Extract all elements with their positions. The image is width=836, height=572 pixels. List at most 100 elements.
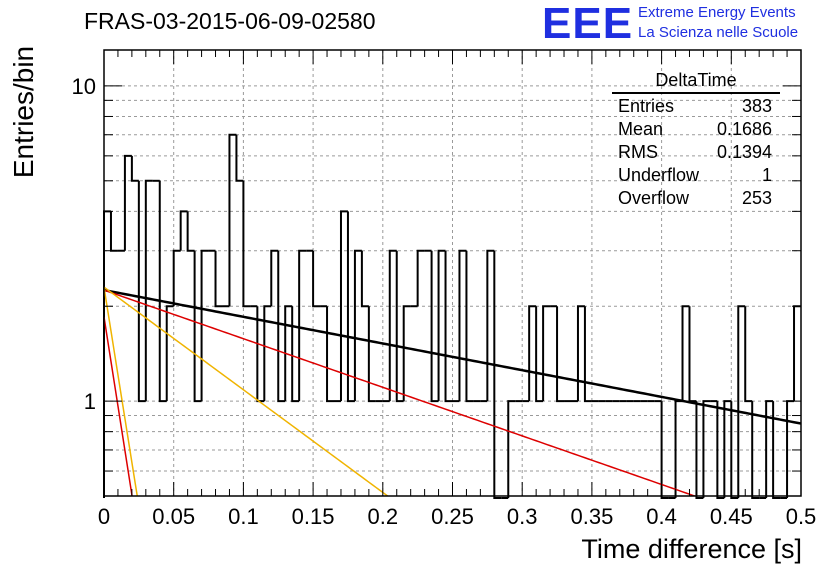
histogram-bin bbox=[235, 134, 244, 182]
histogram-bin bbox=[353, 249, 362, 402]
y-axis-label: Entries/bin bbox=[8, 45, 39, 179]
y-tick-label: 10 bbox=[72, 74, 96, 99]
histogram-bin bbox=[535, 306, 544, 403]
fit-curve bbox=[104, 316, 133, 496]
histogram-bin bbox=[395, 250, 404, 403]
stats-row-rms: RMS 0.1394 bbox=[612, 141, 780, 164]
x-tick-label: 0.1 bbox=[228, 504, 259, 529]
histogram-bin bbox=[528, 305, 537, 402]
histogram-bin bbox=[388, 249, 397, 402]
stats-value: 383 bbox=[741, 96, 772, 116]
x-tick-labels: 0 0.05 0.1 0.15 0.2 0.25 0.3 0.35 0.4 0.45 0.5 bbox=[98, 504, 816, 529]
histogram-bin bbox=[270, 249, 279, 307]
x-tick-label: 0.2 bbox=[368, 504, 399, 529]
histogram-bin bbox=[542, 305, 551, 402]
histogram-bin bbox=[765, 400, 774, 498]
histogram-bin bbox=[556, 306, 565, 403]
x-tick-label: 0.3 bbox=[507, 504, 538, 529]
histogram-bin bbox=[688, 306, 697, 403]
x-axis-label: Time difference [s] bbox=[581, 534, 802, 564]
histogram-bin bbox=[660, 401, 669, 499]
stats-label: RMS bbox=[618, 142, 658, 162]
fit-curve bbox=[104, 289, 697, 496]
histogram-bin bbox=[109, 211, 118, 252]
histogram-bin bbox=[737, 305, 746, 498]
x-tick-label: 0.25 bbox=[431, 504, 474, 529]
histogram-bin bbox=[263, 305, 272, 402]
histogram-bin bbox=[228, 133, 237, 307]
histogram-bin bbox=[284, 305, 293, 402]
histogram-bin bbox=[360, 250, 369, 308]
stats-value: 1 bbox=[761, 165, 772, 185]
histogram-bin bbox=[772, 401, 781, 499]
histogram-bin bbox=[165, 305, 174, 402]
histogram-bin bbox=[458, 249, 467, 402]
histogram-bin bbox=[179, 210, 188, 251]
x-tick-label: 0.5 bbox=[786, 504, 817, 529]
histogram-bin bbox=[416, 249, 425, 307]
logo-line-1: Extreme Energy Events bbox=[638, 4, 796, 21]
histogram-bin bbox=[744, 306, 753, 403]
stats-label: Entries bbox=[618, 96, 675, 116]
stats-label: Underflow bbox=[618, 165, 700, 185]
histogram-bin bbox=[200, 249, 209, 402]
histogram-bin bbox=[123, 154, 132, 251]
x-tick-label: 0.05 bbox=[152, 504, 195, 529]
stats-value: 0.1394 bbox=[716, 142, 772, 162]
stats-title: DeltaTime bbox=[612, 70, 780, 94]
stats-label: Overflow bbox=[618, 188, 690, 208]
histogram-bin bbox=[339, 210, 348, 402]
stats-row-overflow: Overflow 253 bbox=[612, 187, 780, 210]
histogram-bin bbox=[716, 401, 725, 499]
histogram-bin bbox=[291, 306, 300, 403]
axes bbox=[103, 49, 802, 497]
stats-row-mean: Mean 0.1686 bbox=[612, 118, 780, 141]
histogram-bin bbox=[702, 400, 711, 498]
fit-curves bbox=[104, 286, 801, 496]
histogram-bin bbox=[214, 250, 223, 308]
histogram-bin bbox=[465, 250, 474, 403]
histogram-bin bbox=[137, 180, 146, 403]
histogram-bin bbox=[367, 306, 376, 403]
histogram-bin bbox=[486, 249, 495, 402]
stats-label: Mean bbox=[618, 119, 664, 139]
stats-value: 0.1686 bbox=[716, 119, 772, 139]
logo-line-2: La Scienza nelle Scuole bbox=[638, 24, 799, 41]
stats-value: 253 bbox=[741, 188, 772, 208]
x-tick-label: 0 bbox=[98, 504, 110, 529]
histogram-bin bbox=[172, 249, 181, 307]
histogram-bin bbox=[402, 305, 411, 402]
histogram-bin bbox=[793, 305, 801, 402]
histogram-bin bbox=[695, 401, 704, 499]
histogram-bin bbox=[681, 305, 690, 402]
fit-curve bbox=[104, 286, 139, 496]
fit-curve bbox=[104, 288, 801, 425]
histogram-bin bbox=[430, 250, 439, 403]
histogram-bin bbox=[186, 211, 195, 252]
histogram-bin bbox=[493, 250, 502, 499]
histogram-bin bbox=[576, 305, 585, 402]
histogram-bin bbox=[277, 250, 286, 403]
histogram-bin bbox=[158, 180, 167, 403]
histogram-bin bbox=[730, 401, 739, 499]
histogram-bin bbox=[242, 180, 251, 308]
fit-curve bbox=[104, 286, 389, 496]
histogram-bin bbox=[256, 306, 265, 403]
x-tick-label: 0.4 bbox=[646, 504, 677, 529]
histogram-bin bbox=[326, 306, 335, 403]
histogram-bin bbox=[346, 211, 355, 403]
histogram-bin bbox=[298, 249, 307, 402]
stats-row-entries: Entries 383 bbox=[612, 95, 780, 118]
histogram-bin bbox=[193, 250, 202, 403]
histogram-bin bbox=[130, 155, 139, 182]
histogram-bin bbox=[751, 401, 760, 499]
eee-logo: EEE bbox=[542, 0, 634, 48]
histogram-bin bbox=[144, 179, 153, 402]
histogram-bin bbox=[723, 400, 732, 498]
x-tick-label: 0.15 bbox=[292, 504, 335, 529]
y-tick-labels: 1 10 bbox=[72, 74, 96, 414]
histogram-bin bbox=[437, 249, 446, 402]
stats-box: DeltaTime Entries 383 Mean 0.1686 RMS 0.139… bbox=[612, 70, 780, 210]
x-tick-label: 0.35 bbox=[570, 504, 613, 529]
